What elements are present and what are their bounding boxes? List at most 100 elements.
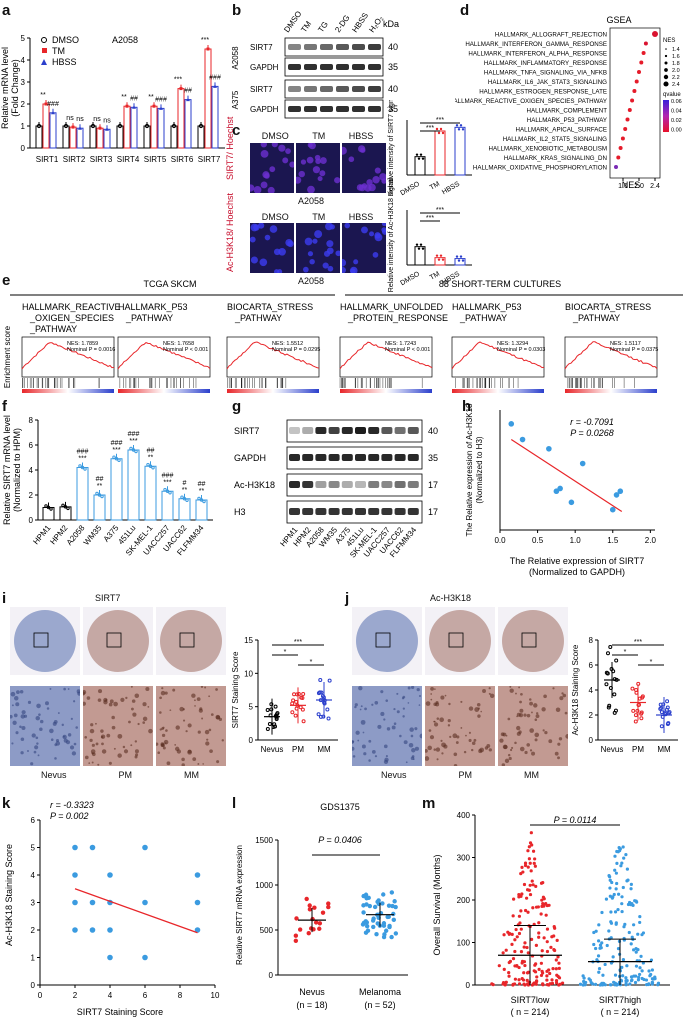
c-nucleus [309,258,315,265]
k-xtick-label: 8 [178,991,183,1000]
m-point [625,964,629,968]
panel-l-label: l [232,795,237,812]
m-point [511,983,515,987]
f-point [97,493,102,497]
ihc-cell [562,693,567,698]
m-point [647,969,651,973]
e-group1: TCGA SKCM [143,279,196,289]
ihc-cell [128,720,131,724]
dot [665,705,670,710]
b-kda-label: 40 [388,84,398,94]
c-nucleus [342,258,347,267]
a-xtick-label: SIRT5 [144,155,167,164]
xtick-label: PM [632,745,644,754]
k-point [89,844,96,851]
m-point [603,962,607,967]
a-bar [116,125,124,149]
c-sig: *** [436,207,444,214]
l-point [304,896,309,902]
e-rank-bar [227,389,319,393]
m-point [594,946,598,951]
d-term-label: HALLMARK_ALLOGRAFT_REJECTION [495,32,607,39]
c-xtick-label: DMSO [399,180,421,197]
ihc-cell [216,760,220,764]
b-kda: kDa [383,19,399,29]
c-point [459,255,463,258]
m-point [528,883,532,887]
ytick-label: 4 [589,686,594,695]
ihc-cell [54,757,57,760]
dot [637,696,642,701]
b-lane-label: TG [316,20,330,34]
dot [300,707,305,712]
ihc-cell [399,734,402,738]
m-point [535,975,539,979]
k-point [89,899,96,906]
e-nes: NES: 1.7658 [163,341,194,347]
m-point [525,896,529,900]
l-point [390,903,395,909]
l-point [307,903,312,908]
c-nucleus [315,158,321,165]
k-ytick-label: 2 [31,926,36,935]
c-nucleus [260,143,267,148]
f-bar [127,449,140,521]
ihc-cell [516,715,518,718]
ihc-cell [533,703,538,708]
f-point [168,491,172,495]
d-nes-label: 1.4 [672,47,680,53]
c-nucleus [250,223,259,232]
a-point [98,126,102,130]
f-ytick-label: 0 [29,516,34,525]
m-ytick-label: 300 [457,854,471,863]
ihc-cell [157,751,161,755]
m-point [597,939,601,943]
ihc-cell [471,741,476,746]
panel-b-label: b [232,2,242,19]
c-nucleus [262,171,270,179]
h-point [613,492,620,498]
c-cell-2: A2058 [298,276,325,286]
b-band [304,106,317,112]
ihc-cell [57,712,60,714]
ihc-cell [557,756,560,760]
a-ylabel: Relative mRNA level [0,47,10,129]
a-ytick-label: 2 [21,100,26,109]
m-point [653,975,657,979]
m-point [636,978,641,982]
c-nucleus [350,268,356,273]
m-point [597,923,601,927]
f-sig: ### [162,472,174,479]
ihc-zoom-box [448,632,464,648]
g-band [315,508,327,515]
h-ylabel: The Relative expression of Ac-H3K18 [465,403,474,537]
c-nucleus [250,184,255,192]
m-point [517,895,521,899]
m-point [621,974,625,978]
ihc-cell [147,706,150,708]
ihc-cell [380,690,384,694]
m-point [502,933,506,937]
d-term-label: HALLMARK_APICAL_SURFACE [516,127,607,134]
dot [274,712,279,717]
ihc-cell [34,745,39,750]
e-plot-title: _PROTEIN_RESPONSE [347,313,448,323]
ihc-cell [516,725,521,731]
c-nucleus [307,251,314,257]
ihc-cell [95,722,97,725]
d-dot [634,79,639,84]
ihc-zoom-box [375,632,391,648]
g-band [302,481,314,488]
e-pval: Nominal P = 0.0303 [497,347,545,353]
f-ylabel2: (Normalized to HPM) [12,428,22,512]
f-point [100,494,104,499]
m-point [621,885,625,890]
l-ytick-label: 0 [269,971,274,980]
ihc-cell [515,692,517,695]
ihc-cell [561,692,564,695]
c-nucleus [317,176,323,182]
c-point [417,247,421,250]
m-point [525,945,529,950]
c-cond-dmso: DMSO [261,131,289,141]
